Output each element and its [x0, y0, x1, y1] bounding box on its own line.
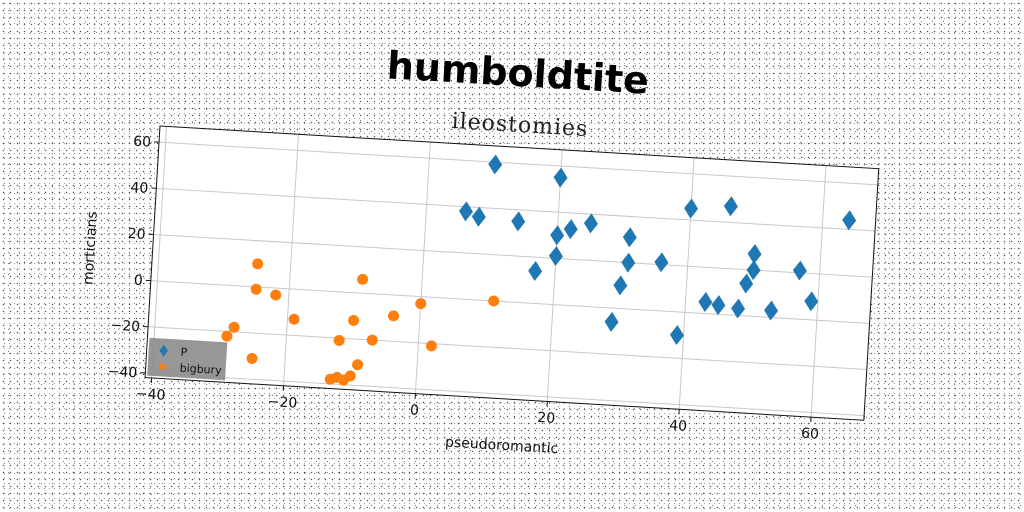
series-bigbury-point [324, 373, 336, 385]
series-p-point [842, 210, 857, 231]
series-p-point [563, 219, 578, 240]
legend-marker-p [159, 344, 168, 357]
x-tick-label: 60 [801, 426, 820, 443]
y-tick-label: −40 [107, 364, 137, 382]
series-p-point [654, 252, 669, 273]
series-bigbury-point [348, 314, 360, 326]
series-p-point [583, 213, 598, 234]
series-bigbury-point [250, 283, 262, 295]
series-p-point [553, 167, 568, 188]
series-bigbury-point [388, 310, 400, 322]
series-p-point [746, 260, 761, 281]
series-bigbury-point [246, 352, 258, 364]
x-tick-label: −20 [267, 394, 297, 412]
y-tick-label: 20 [127, 226, 146, 243]
series-p-point [621, 252, 636, 273]
series-bigbury-point [366, 334, 378, 346]
x-ticks: −40 −20 0 20 40 60 [135, 377, 820, 443]
y-tick-label: 60 [133, 134, 152, 151]
y-ticks: −40 −20 0 20 40 60 [107, 134, 160, 382]
y-gridline [156, 187, 876, 232]
series-p-point [548, 246, 563, 267]
plot-axes: −40 −20 0 20 40 60 −40 −20 0 20 40 60 pseudoromant… [80, 125, 880, 457]
series-bigbury-point [352, 359, 364, 371]
series-p-point [764, 300, 779, 321]
series-bigbury-point [357, 273, 369, 285]
legend-box [147, 337, 228, 381]
series-p-point [731, 298, 746, 319]
x-axis-label: pseudoromantic [445, 434, 559, 457]
chart-subtitle: ileostomies [451, 109, 589, 142]
legend-label-p: P [180, 346, 188, 359]
series-p-point [747, 243, 762, 264]
series-bigbury-point [488, 295, 500, 307]
x-tick-label: 20 [537, 410, 556, 427]
series-p-point [684, 198, 699, 219]
series-p-point [511, 211, 526, 232]
x-gridline [810, 165, 827, 418]
y-gridline [150, 280, 870, 324]
x-tick-label: −40 [135, 386, 165, 404]
data-points [221, 154, 857, 386]
series-p-point [528, 261, 543, 282]
series-p-point [698, 292, 713, 312]
plot-area [145, 125, 879, 421]
series-bigbury-point [288, 313, 300, 325]
y-tick-label: 0 [133, 273, 143, 290]
series-bigbury-point [228, 321, 240, 333]
x-gridline [283, 134, 299, 386]
series-bigbury-point [425, 340, 437, 352]
series-bigbury-point [333, 334, 345, 346]
series-p-point [471, 206, 486, 227]
series-p-point [723, 196, 738, 217]
series-p-point [604, 311, 619, 332]
series-bigbury-point [415, 298, 427, 310]
y-gridline [145, 372, 865, 417]
y-tick-label: 40 [130, 180, 149, 197]
series-p-point [550, 225, 565, 246]
series-p-point [488, 154, 503, 175]
series-bigbury-point [270, 289, 282, 301]
series-bigbury-point [252, 258, 264, 270]
x-gridline [546, 149, 563, 402]
series-p-point [739, 273, 754, 294]
x-gridline [414, 142, 431, 394]
series-p-point [613, 275, 628, 296]
legend-label-bigbury: bigbury [179, 362, 222, 377]
legend-marker-bigbury [159, 363, 167, 370]
series-bigbury-point [221, 330, 233, 342]
series-p-point [804, 291, 819, 312]
series-p-point [711, 295, 726, 316]
series-p-point [622, 227, 637, 248]
y-axis-label: morticians [80, 211, 100, 285]
plot-frame [144, 125, 880, 421]
y-gridline [148, 326, 867, 370]
x-tick-label: 40 [669, 418, 688, 435]
y-gridline [159, 141, 878, 186]
series-p-point [792, 260, 807, 281]
x-tick-label: 0 [409, 402, 419, 419]
y-tick-label: −20 [110, 318, 140, 336]
chart-title: humboldtite [386, 43, 651, 102]
series-p-point [458, 201, 473, 222]
series-p-point [669, 325, 684, 346]
x-gridline [151, 126, 168, 378]
